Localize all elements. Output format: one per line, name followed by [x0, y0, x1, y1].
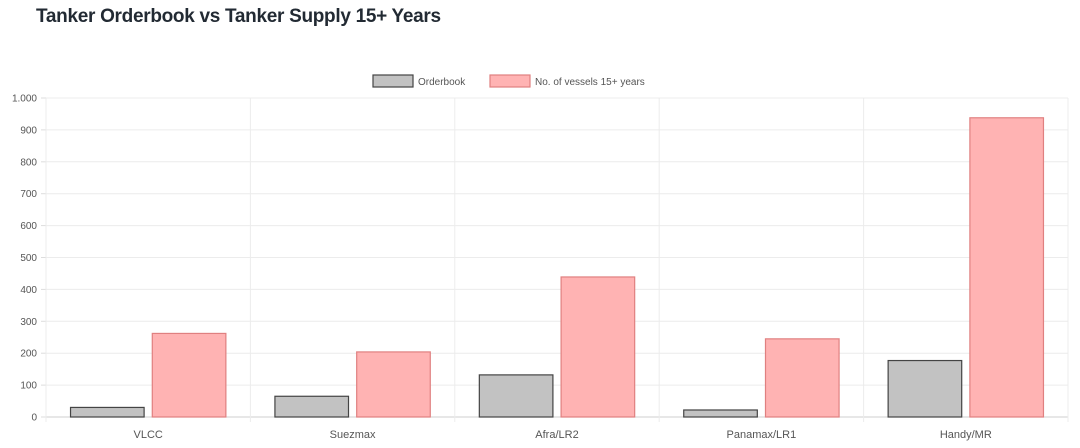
bar-vessels-15-plus-panamax-lr1 [764, 338, 840, 418]
legend-swatch-vessels-15-plus[interactable] [489, 74, 531, 88]
bar-orderbook-vlcc [69, 406, 145, 418]
y-tick-label: 1.000 [12, 94, 37, 105]
y-tick-label: 0 [31, 413, 37, 424]
y-tick-label: 600 [20, 221, 37, 232]
y-tick-label: 800 [20, 157, 37, 168]
legend-swatch-orderbook[interactable] [372, 74, 414, 88]
bar-orderbook-afra-lr2 [478, 374, 554, 418]
bar-orderbook-suezmax [274, 395, 350, 418]
y-tick-label: 500 [20, 253, 37, 264]
x-tick-label: Handy/MR [940, 429, 992, 441]
y-tick-label: 700 [20, 189, 37, 200]
y-tick-label: 400 [20, 285, 37, 296]
bar-vessels-15-plus-suezmax [356, 351, 431, 418]
y-tick-label: 900 [20, 125, 37, 136]
legend-label-orderbook[interactable]: Orderbook [418, 77, 466, 88]
y-tick-label: 300 [20, 317, 37, 328]
bar-vessels-15-plus-vlcc [151, 332, 227, 418]
y-tick-label: 200 [20, 349, 37, 360]
x-tick-label: Afra/LR2 [535, 429, 578, 441]
x-tick-label: Panamax/LR1 [727, 429, 797, 441]
x-tick-label: Suezmax [330, 429, 376, 441]
bar-orderbook-panamax-lr1 [683, 409, 758, 418]
legend-label-vessels-15-plus[interactable]: No. of vessels 15+ years [535, 77, 645, 88]
y-tick-label: 100 [20, 381, 37, 392]
bar-vessels-15-plus-handy-mr [969, 117, 1045, 418]
bar-vessels-15-plus-afra-lr2 [560, 276, 636, 418]
bar-orderbook-handy-mr [887, 359, 963, 418]
chart-title: Tanker Orderbook vs Tanker Supply 15+ Ye… [36, 6, 441, 27]
x-tick-label: VLCC [134, 429, 163, 441]
